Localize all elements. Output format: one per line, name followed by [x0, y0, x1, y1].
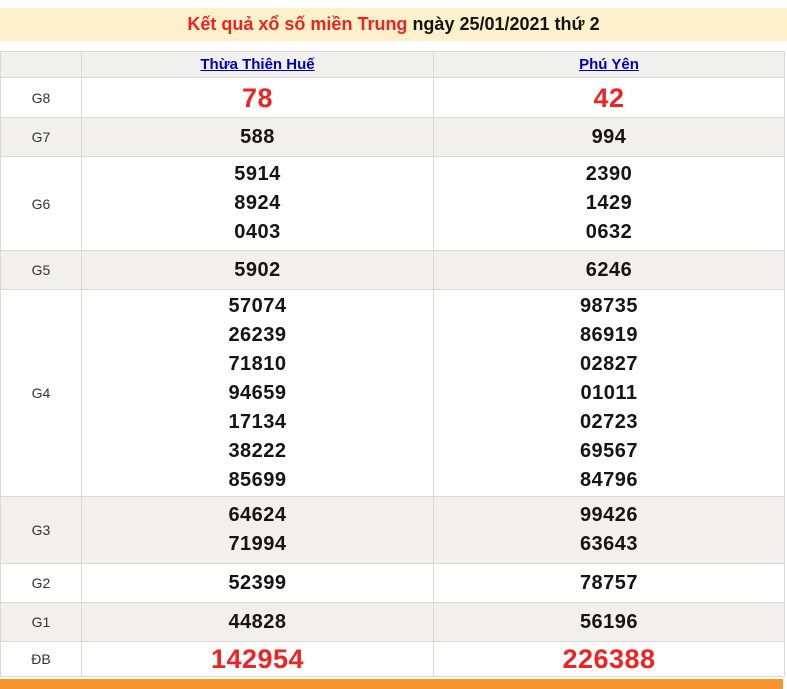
- table-row: G3 64624 71994 99426 63643: [0, 496, 785, 564]
- table-row: ĐB 142954 226388: [0, 641, 785, 677]
- column-header-phu-yen: Phú Yên: [433, 51, 785, 78]
- province-link-thua-thien-hue[interactable]: Thừa Thiên Huế: [200, 55, 315, 73]
- result-cell: 57074 26239 71810 94659 17134 38222 8569…: [81, 289, 434, 497]
- prize-label: G8: [0, 77, 82, 118]
- result-cell: 78757: [433, 563, 785, 603]
- prize-label: ĐB: [0, 641, 82, 677]
- page-title: Kết quả xổ số miền Trung ngày 25/01/2021…: [0, 8, 787, 41]
- page-title-highlight: Kết quả xổ số miền Trung: [187, 14, 408, 34]
- table-row: G6 5914 8924 0403 2390 1429 0632: [0, 156, 785, 251]
- result-cell: 6246: [433, 250, 785, 290]
- result-cell: 5902: [81, 250, 434, 290]
- lottery-results-table: Thừa Thiên Huế Phú Yên G8 78 42 G7 588 9…: [0, 51, 785, 677]
- table-header-row: Thừa Thiên Huế Phú Yên: [0, 51, 785, 78]
- table-row: G2 52399 78757: [0, 563, 785, 603]
- province-link-phu-yen[interactable]: Phú Yên: [579, 55, 639, 73]
- result-cell: 994: [433, 117, 785, 157]
- corner-cell: [0, 51, 82, 78]
- result-cell: 78: [81, 77, 434, 118]
- column-header-thua-thien-hue: Thừa Thiên Huế: [81, 51, 434, 78]
- prize-label: G2: [0, 563, 82, 603]
- result-cell: 98735 86919 02827 01011 02723 69567 8479…: [433, 289, 785, 497]
- result-cell: 99426 63643: [433, 496, 785, 564]
- result-cell: 44828: [81, 602, 434, 642]
- footer-bar: [0, 679, 783, 689]
- result-cell: 2390 1429 0632: [433, 156, 785, 251]
- result-cell: 42: [433, 77, 785, 118]
- table-row: G5 5902 6246: [0, 250, 785, 290]
- prize-label: G6: [0, 156, 82, 251]
- result-cell: 226388: [433, 641, 785, 677]
- table-row: G8 78 42: [0, 77, 785, 118]
- page-title-date: ngày 25/01/2021 thứ 2: [407, 14, 600, 34]
- result-cell: 5914 8924 0403: [81, 156, 434, 251]
- table-row: G7 588 994: [0, 117, 785, 157]
- prize-label: G3: [0, 496, 82, 564]
- prize-label: G1: [0, 602, 82, 642]
- result-cell: 56196: [433, 602, 785, 642]
- result-cell: 588: [81, 117, 434, 157]
- result-cell: 142954: [81, 641, 434, 677]
- prize-label: G7: [0, 117, 82, 157]
- result-cell: 64624 71994: [81, 496, 434, 564]
- prize-label: G4: [0, 289, 82, 497]
- result-cell: 52399: [81, 563, 434, 603]
- table-row: G1 44828 56196: [0, 602, 785, 642]
- prize-label: G5: [0, 250, 82, 290]
- table-row: G4 57074 26239 71810 94659 17134 38222 8…: [0, 289, 785, 497]
